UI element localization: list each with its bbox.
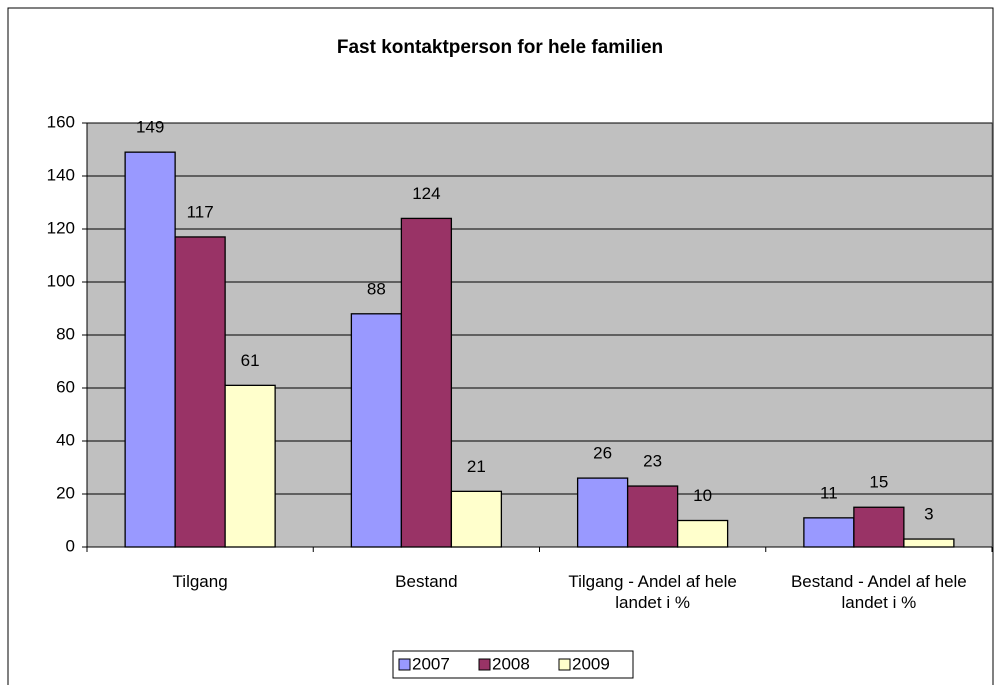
legend-label: 2009 <box>572 654 610 673</box>
y-tick-label: 80 <box>56 324 75 343</box>
data-label: 26 <box>593 444 612 463</box>
bar <box>903 538 955 548</box>
bar <box>853 506 905 548</box>
legend-label: 2007 <box>412 654 450 673</box>
y-tick-label: 20 <box>56 483 75 502</box>
bar <box>626 485 679 548</box>
bar <box>174 236 226 548</box>
x-tick-label: Tilgang <box>172 572 228 591</box>
data-label: 61 <box>241 351 260 370</box>
x-tick-label: Bestand - Andel af hele landet i % <box>790 572 967 612</box>
bar <box>350 313 403 548</box>
bar <box>400 217 453 548</box>
bar <box>676 519 729 548</box>
legend-swatch <box>558 658 571 671</box>
bar <box>124 151 176 548</box>
data-label: 15 <box>869 473 888 492</box>
data-label: 21 <box>467 457 486 476</box>
bar <box>576 477 629 548</box>
bar <box>450 490 503 548</box>
x-tick-label: Bestand <box>395 572 458 591</box>
data-label: 149 <box>136 118 164 137</box>
data-label: 23 <box>643 452 662 471</box>
y-tick-label: 120 <box>47 218 75 237</box>
data-label: 11 <box>820 483 838 502</box>
y-tick-label: 0 <box>66 536 75 555</box>
data-label: 88 <box>367 279 386 298</box>
y-tick-label: 100 <box>47 271 75 290</box>
data-label: 117 <box>187 202 214 221</box>
legend-label: 2008 <box>492 654 530 673</box>
y-tick-label: 40 <box>56 430 75 449</box>
y-tick-label: 160 <box>47 112 75 131</box>
data-label: 3 <box>924 505 933 524</box>
y-tick-label: 60 <box>56 377 75 396</box>
x-tick-label: Tilgang - Andel af hele landet i % <box>568 572 737 612</box>
legend-box <box>392 650 634 679</box>
legend-swatch <box>398 658 411 671</box>
bar <box>224 384 276 548</box>
data-label: 124 <box>412 184 440 203</box>
legend-swatch <box>478 658 491 671</box>
data-label: 10 <box>693 486 712 505</box>
y-tick-label: 140 <box>47 165 75 184</box>
chart-title: Fast kontaktperson for hele familien <box>337 37 663 58</box>
bar <box>803 517 855 548</box>
